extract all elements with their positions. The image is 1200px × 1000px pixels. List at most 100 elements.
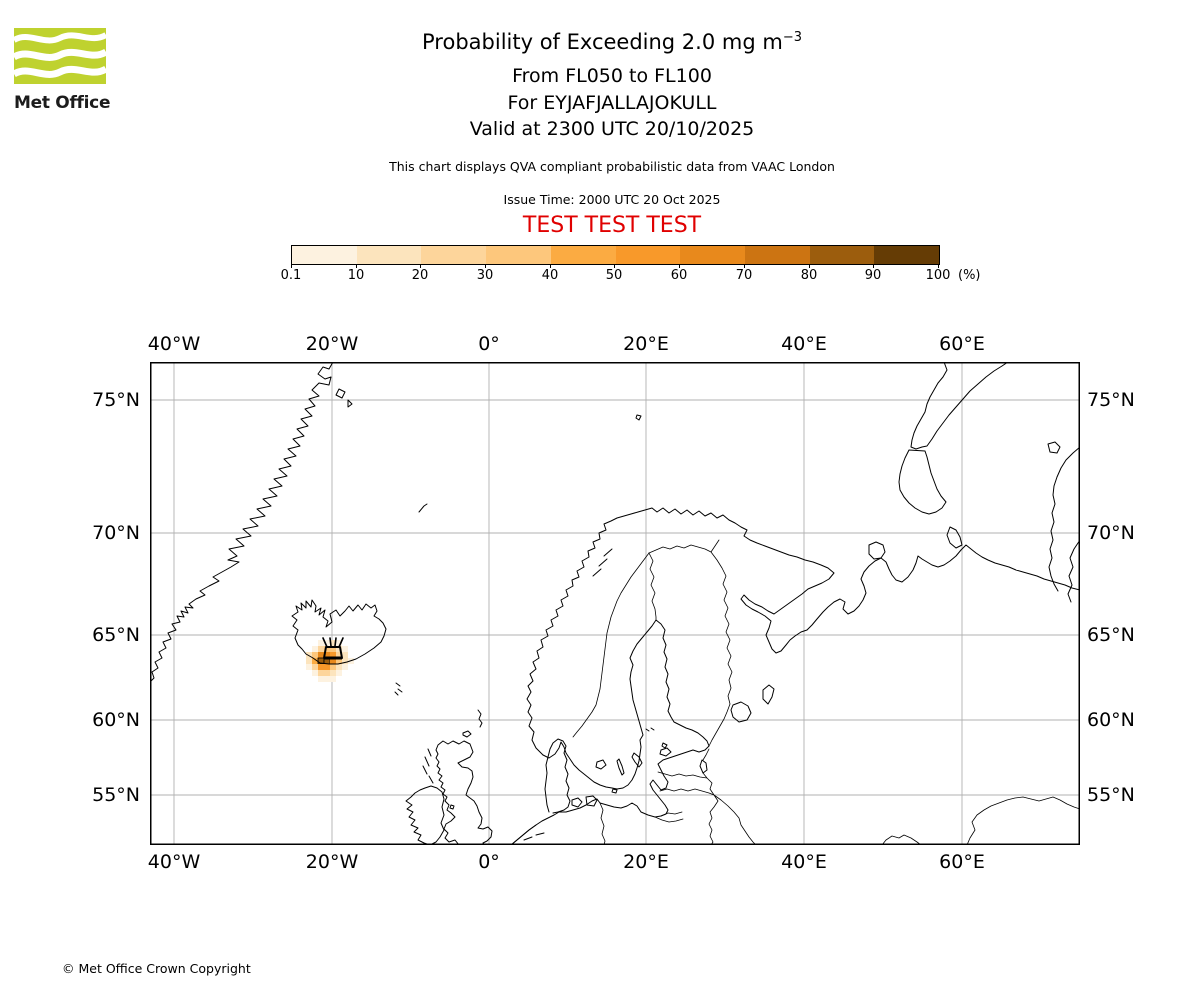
colorbar-segment [809, 246, 875, 264]
lat-label-right: 75°N [1087, 389, 1135, 411]
coastline-iceland [291, 599, 387, 665]
ash-cell [330, 652, 336, 658]
border-sweden-finland [648, 552, 657, 621]
lat-label-left: 65°N [92, 624, 140, 646]
coastline-lofoten [592, 548, 613, 577]
coastline-jan-mayen [418, 503, 428, 513]
coastline-novaya-zemlya-north [910, 362, 1009, 450]
ash-cell [330, 670, 336, 676]
ash-cell [324, 652, 330, 658]
ash-cell [318, 664, 324, 670]
ash-cell [336, 652, 342, 658]
colorbar-tick [809, 264, 810, 268]
title-text: Probability of Exceeding 2.0 mg m [422, 30, 783, 54]
lake-vanern [595, 759, 607, 770]
ash-cell [312, 658, 318, 664]
ash-cell [336, 670, 342, 676]
ash-cell [336, 646, 342, 652]
lat-label-right: 60°N [1087, 709, 1135, 731]
colorbar-tick-label: 40 [541, 268, 559, 283]
coastline-gotland [631, 752, 643, 768]
issue-time: Issue Time: 2000 UTC 20 Oct 2025 [503, 192, 721, 207]
colorbar-tick-label: 60 [670, 268, 688, 283]
coastline-hebrides [422, 748, 434, 784]
coastline-isle-of-man [449, 804, 455, 810]
ash-cell [318, 640, 324, 646]
colorbar-tick-label: 20 [411, 268, 429, 283]
coastline-great-britain [435, 740, 493, 845]
ash-cell [306, 664, 312, 670]
lon-label-bottom: 20°E [623, 851, 669, 873]
map-canvas [150, 362, 1080, 845]
ash-cell [312, 646, 318, 652]
colorbar-tick [614, 264, 615, 268]
coastline-jutland [544, 738, 571, 814]
ash-cell [330, 658, 336, 664]
lake-ladoga [730, 701, 752, 723]
colorbar-tick-label: 50 [605, 268, 623, 283]
met-office-logo-icon [12, 28, 108, 84]
ash-cell [318, 652, 324, 658]
probability-colorbar [291, 245, 940, 265]
ash-cell [342, 646, 348, 652]
ash-cell [330, 646, 336, 652]
copyright-text: © Met Office Crown Copyright [62, 961, 251, 976]
colorbar-tick-label: 90 [864, 268, 882, 283]
colorbar-segment [421, 246, 487, 264]
border-germany-poland [599, 802, 606, 845]
coastline-netherlands [510, 824, 545, 845]
coastline-oland [616, 758, 625, 776]
coastline-greenland-islets [335, 388, 353, 408]
ash-cell [324, 664, 330, 670]
ash-cell [324, 670, 330, 676]
colorbar-tick-label: 30 [476, 268, 494, 283]
border-norway-finland-russia [648, 539, 733, 747]
colorbar-tick-label: 80 [800, 268, 818, 283]
colorbar-tick [356, 264, 357, 268]
subtitle-volcano: For EYJAFJALLAJOKULL [507, 91, 717, 114]
lake-onega [762, 684, 775, 705]
colorbar-tick-label: 70 [735, 268, 753, 283]
ash-cell [312, 652, 318, 658]
coastline-arctic-islet [1047, 441, 1061, 454]
colorbar-segment [292, 246, 357, 264]
lat-label-right: 70°N [1087, 522, 1135, 544]
country-borders [572, 539, 1080, 845]
ash-cell [330, 640, 336, 646]
colorbar-segment [744, 246, 810, 264]
colorbar-tick-label: 0.1 [280, 268, 302, 283]
colorbar-segment [680, 246, 745, 264]
title-exponent: −3 [782, 30, 802, 45]
lon-label-bottom: 0° [478, 851, 500, 873]
ash-cell [324, 640, 330, 646]
ash-cell [342, 664, 348, 670]
colorbar-tick [679, 264, 680, 268]
coastline-danish-islands [571, 788, 618, 808]
colorbar-segment [874, 246, 940, 264]
ash-cell [342, 658, 348, 664]
page-title: Probability of Exceeding 2.0 mg m−3 [90, 30, 1134, 54]
lat-label-left: 60°N [92, 709, 140, 731]
lat-label-right: 55°N [1087, 784, 1135, 806]
coastline-novaya-zemlya-south [898, 449, 947, 515]
ash-plume-layer [306, 640, 354, 682]
coastline-orkney [462, 730, 472, 738]
lon-label-top: 40°W [147, 333, 201, 355]
ash-cell [330, 664, 336, 670]
lake-peipus [699, 759, 708, 774]
lat-label-left: 55°N [92, 784, 140, 806]
lon-label-top: 20°E [623, 333, 669, 355]
ash-cell [318, 670, 324, 676]
ash-cell [330, 676, 336, 682]
ash-cell [324, 646, 330, 652]
colorbar-segment [356, 246, 422, 264]
ash-cell [324, 676, 330, 682]
lon-label-top: 40°E [781, 333, 827, 355]
lon-label-bottom: 60°E [939, 851, 985, 873]
coastline-greenland [150, 362, 334, 683]
colorbar-segment [615, 246, 681, 264]
colorbar-segment [486, 246, 551, 264]
map-frame [150, 362, 1080, 845]
colorbar-tick-label: 10 [347, 268, 365, 283]
